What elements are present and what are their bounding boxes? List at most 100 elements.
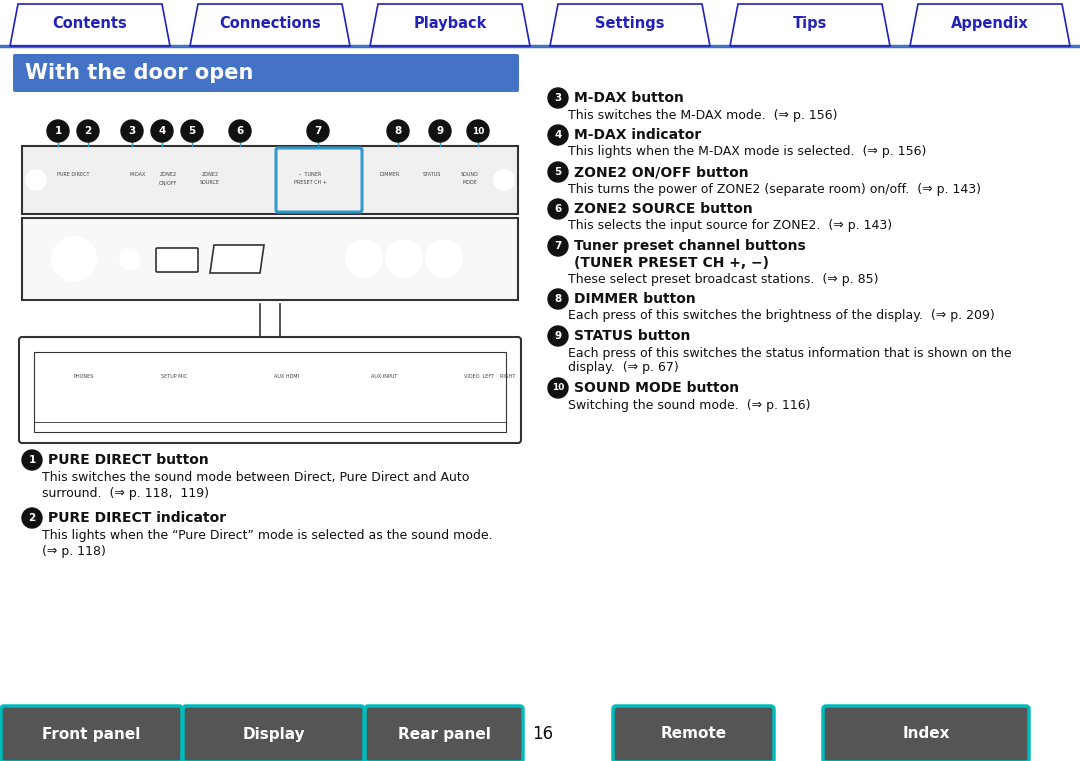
Text: Display: Display <box>242 727 305 741</box>
Text: 3: 3 <box>129 126 136 136</box>
Text: 5: 5 <box>554 167 562 177</box>
Text: 5: 5 <box>188 126 195 136</box>
Text: DIMMER: DIMMER <box>380 173 400 177</box>
Text: Playback: Playback <box>414 17 487 31</box>
Circle shape <box>355 250 373 268</box>
Text: 10: 10 <box>472 126 484 135</box>
Text: PRESET CH +: PRESET CH + <box>294 180 326 186</box>
Text: Connections: Connections <box>219 17 321 31</box>
Text: STATUS button: STATUS button <box>573 329 690 343</box>
Text: This switches the sound mode between Direct, Pure Direct and Auto: This switches the sound mode between Dir… <box>42 472 470 485</box>
Circle shape <box>548 162 568 182</box>
Text: PURE DIRECT indicator: PURE DIRECT indicator <box>48 511 226 525</box>
Text: This switches the M-DAX mode.  (⇒ p. 156): This switches the M-DAX mode. (⇒ p. 156) <box>568 109 837 122</box>
FancyBboxPatch shape <box>183 706 364 761</box>
Circle shape <box>548 125 568 145</box>
Text: 9: 9 <box>436 126 444 136</box>
Text: STATUS: STATUS <box>422 173 442 177</box>
Text: Index: Index <box>902 727 949 741</box>
Text: 7: 7 <box>554 241 562 251</box>
Circle shape <box>26 170 46 190</box>
Text: 2: 2 <box>28 513 36 523</box>
Text: 1: 1 <box>54 126 62 136</box>
Circle shape <box>386 241 422 277</box>
Text: (TUNER PRESET CH +, −): (TUNER PRESET CH +, −) <box>573 256 769 270</box>
Text: PURE DIRECT: PURE DIRECT <box>57 173 90 177</box>
FancyBboxPatch shape <box>823 706 1029 761</box>
Circle shape <box>22 508 42 528</box>
Circle shape <box>120 249 140 269</box>
Text: 6: 6 <box>237 126 244 136</box>
Text: ZONE2: ZONE2 <box>202 173 218 177</box>
Text: With the door open: With the door open <box>25 63 254 83</box>
FancyBboxPatch shape <box>22 146 518 214</box>
Text: M-DAX indicator: M-DAX indicator <box>573 128 701 142</box>
Circle shape <box>121 120 143 142</box>
Text: This selects the input source for ZONE2.  (⇒ p. 143): This selects the input source for ZONE2.… <box>568 219 892 233</box>
Circle shape <box>494 170 514 190</box>
Text: Switching the sound mode.  (⇒ p. 116): Switching the sound mode. (⇒ p. 116) <box>568 399 810 412</box>
Circle shape <box>181 120 203 142</box>
Circle shape <box>77 120 99 142</box>
Circle shape <box>548 199 568 219</box>
Text: M-DAX: M-DAX <box>130 173 146 177</box>
FancyBboxPatch shape <box>19 337 521 443</box>
Text: 7: 7 <box>314 126 322 136</box>
Text: –  TUNER: – TUNER <box>299 173 321 177</box>
Text: This turns the power of ZONE2 (separate room) on/off.  (⇒ p. 143): This turns the power of ZONE2 (separate … <box>568 183 981 196</box>
Text: 3: 3 <box>554 93 562 103</box>
Text: This lights when the M-DAX mode is selected.  (⇒ p. 156): This lights when the M-DAX mode is selec… <box>568 145 927 158</box>
Text: Tuner preset channel buttons: Tuner preset channel buttons <box>573 239 806 253</box>
Text: Remote: Remote <box>661 727 727 741</box>
Text: Settings: Settings <box>595 17 665 31</box>
Text: SOUND MODE button: SOUND MODE button <box>573 381 739 395</box>
FancyBboxPatch shape <box>613 706 774 761</box>
Circle shape <box>346 241 382 277</box>
FancyBboxPatch shape <box>365 706 523 761</box>
Text: ZONE2 ON/OFF button: ZONE2 ON/OFF button <box>573 165 748 179</box>
Circle shape <box>52 237 96 281</box>
Text: 10: 10 <box>552 384 564 393</box>
Text: Rear panel: Rear panel <box>397 727 490 741</box>
Text: 4: 4 <box>159 126 165 136</box>
Circle shape <box>22 450 42 470</box>
Text: PHONES: PHONES <box>73 374 94 380</box>
Text: ON/OFF: ON/OFF <box>159 180 177 186</box>
Text: 9: 9 <box>554 331 562 341</box>
Text: surround.  (⇒ p. 118,  119): surround. (⇒ p. 118, 119) <box>42 488 210 501</box>
Circle shape <box>307 120 329 142</box>
Text: These select preset broadcast stations.  (⇒ p. 85): These select preset broadcast stations. … <box>568 272 878 285</box>
Circle shape <box>66 251 82 267</box>
FancyBboxPatch shape <box>1 706 183 761</box>
Text: Front panel: Front panel <box>42 727 140 741</box>
Text: Appendix: Appendix <box>951 17 1029 31</box>
Text: This lights when the “Pure Direct” mode is selected as the sound mode.: This lights when the “Pure Direct” mode … <box>42 530 492 543</box>
Circle shape <box>548 378 568 398</box>
Circle shape <box>548 88 568 108</box>
Text: PURE DIRECT button: PURE DIRECT button <box>48 453 208 467</box>
Text: AUX INPUT: AUX INPUT <box>370 374 397 380</box>
Circle shape <box>395 250 413 268</box>
Text: DIMMER button: DIMMER button <box>573 292 696 306</box>
FancyBboxPatch shape <box>156 248 198 272</box>
Text: 2: 2 <box>84 126 92 136</box>
Circle shape <box>467 120 489 142</box>
Text: 16: 16 <box>532 725 554 743</box>
Text: M-DAX button: M-DAX button <box>573 91 684 105</box>
Circle shape <box>229 120 251 142</box>
Circle shape <box>151 120 173 142</box>
Text: 8: 8 <box>394 126 402 136</box>
Text: SOUND: SOUND <box>461 173 478 177</box>
Text: 8: 8 <box>554 294 562 304</box>
Text: ZONE2 SOURCE button: ZONE2 SOURCE button <box>573 202 753 216</box>
Text: Each press of this switches the brightness of the display.  (⇒ p. 209): Each press of this switches the brightne… <box>568 310 995 323</box>
Polygon shape <box>210 245 264 273</box>
Text: Contents: Contents <box>53 17 127 31</box>
Circle shape <box>548 326 568 346</box>
Text: 6: 6 <box>554 204 562 214</box>
Text: 1: 1 <box>28 455 36 465</box>
Text: (⇒ p. 118): (⇒ p. 118) <box>42 546 106 559</box>
Text: AUX HDMI: AUX HDMI <box>274 374 299 380</box>
Circle shape <box>48 120 69 142</box>
Text: 4: 4 <box>554 130 562 140</box>
